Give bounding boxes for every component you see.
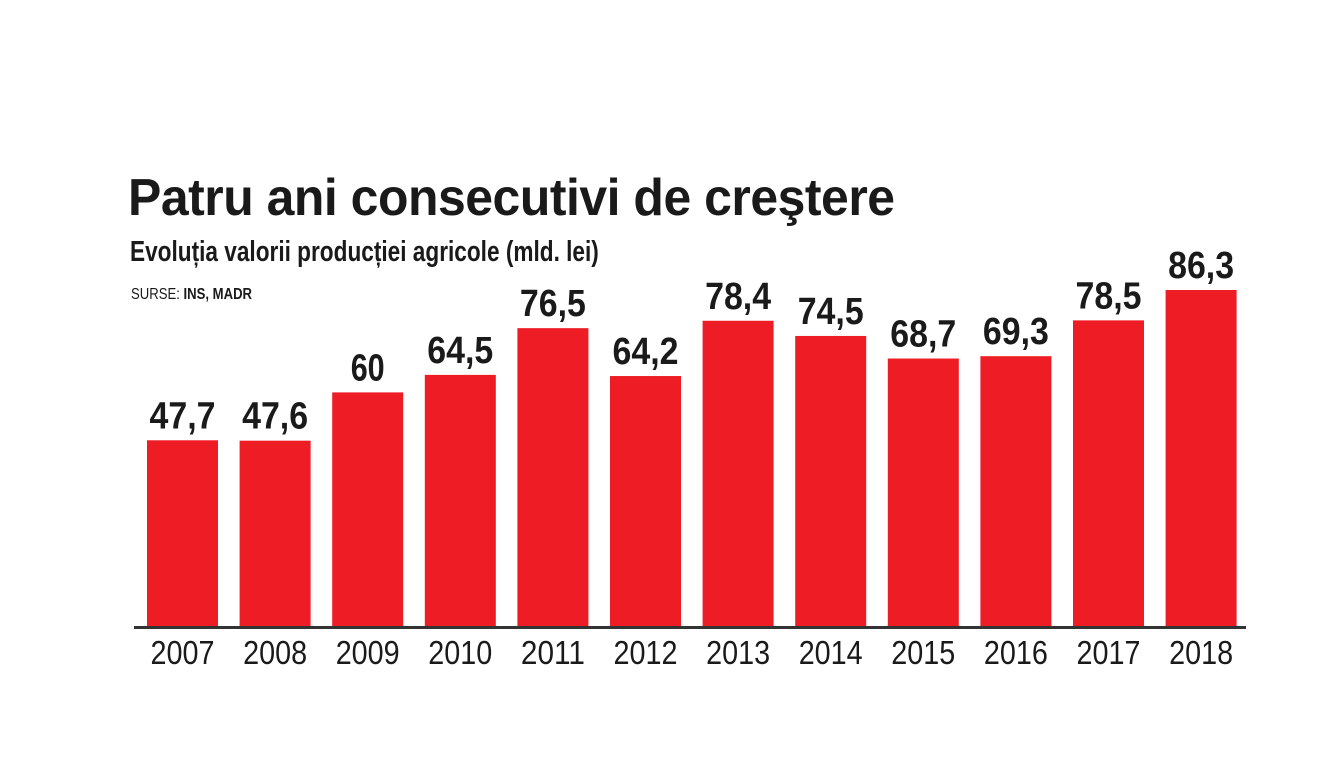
value-label-2015: 68,7 (890, 314, 956, 356)
bar-2014 (795, 335, 867, 626)
x-tick-labels-group: 2007 2008 2009 2010 2011 2012 2013 2014 2015 2016… (151, 634, 1234, 671)
bar-2010 (424, 374, 496, 626)
x-tick-2012: 2012 (614, 634, 678, 671)
source-label: SURSE: (131, 286, 180, 303)
bar-2018 (1165, 290, 1237, 626)
x-tick-2015: 2015 (891, 634, 955, 671)
value-label-2012: 64,2 (613, 331, 679, 373)
value-label-2016: 69,3 (983, 311, 1049, 353)
x-tick-2017: 2017 (1077, 634, 1141, 671)
value-label-2009: 60 (351, 347, 385, 389)
chart-title: Patru ani consecutivi de creştere (128, 169, 895, 227)
x-tick-2011: 2011 (521, 634, 585, 671)
value-labels-group: 47,7 47,6 60 64,5 76,5 64,2 78,4 74,5 68,7 69,3 78… (150, 245, 1235, 438)
x-tick-2010: 2010 (428, 634, 492, 671)
chart-subtitle: Evoluția valorii producției agricole (ml… (130, 236, 599, 268)
bar-2017 (1073, 320, 1144, 626)
chart-source: SURSE: INS, MADR (131, 286, 252, 304)
value-label-2013: 78,4 (705, 276, 771, 318)
x-tick-2008: 2008 (243, 634, 307, 671)
value-label-2008: 47,6 (242, 396, 308, 438)
value-label-2014: 74,5 (798, 291, 864, 333)
value-label-2010: 64,5 (427, 330, 493, 372)
bar-2011 (517, 328, 589, 626)
bar-2015 (887, 358, 959, 626)
source-value: INS, MADR (183, 286, 253, 303)
value-label-2007: 47,7 (150, 395, 216, 437)
bar-2013 (702, 320, 774, 626)
x-tick-2018: 2018 (1169, 634, 1233, 671)
bar-2009 (332, 392, 404, 626)
value-label-2018: 86,3 (1168, 245, 1234, 287)
x-tick-2007: 2007 (151, 634, 215, 671)
bar-2016 (980, 356, 1052, 626)
x-tick-2016: 2016 (984, 634, 1048, 671)
x-tick-2009: 2009 (336, 634, 400, 671)
x-tick-2014: 2014 (799, 634, 863, 671)
bar-2007 (147, 440, 218, 626)
bar-2008 (239, 440, 311, 626)
bars-group (147, 290, 1237, 626)
value-label-2011: 76,5 (520, 283, 586, 325)
value-label-2017: 78,5 (1076, 275, 1142, 317)
x-tick-2013: 2013 (706, 634, 770, 671)
bar-2012 (610, 376, 681, 626)
